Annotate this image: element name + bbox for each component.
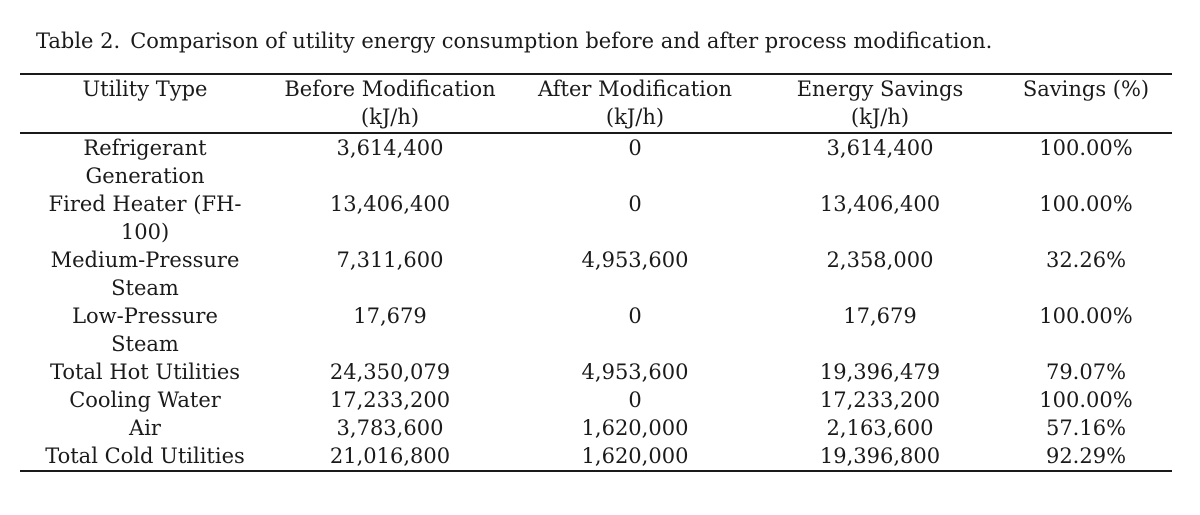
column-header-savings-percent: Savings (%) [1000,74,1172,134]
column-header-label: Utility Type [82,77,208,101]
cell-before: 13,406,400 [329,192,451,216]
cell-before: 3,614,400 [336,136,444,160]
cell-savings: 19,396,800 [819,444,941,468]
table-row-air: Air 3,783,600 1,620,000 2,163,600 57.16% [20,414,1172,442]
header-row: Utility Type Before Modification (kJ/h) … [20,74,1172,134]
cell-before: 3,783,600 [336,416,444,440]
table-row-refrigerant-generation: Refrigerant Generation 3,614,400 0 3,614… [20,133,1172,190]
utility-name-line: Steam [111,276,179,300]
utility-name-line: Low-Pressure [72,304,218,328]
utility-name-line: Medium-Pressure [50,248,240,272]
cell-percent: 79.07% [1045,360,1127,384]
utility-name-line: Steam [111,332,179,356]
column-header-label: After Modification [537,77,733,101]
utility-comparison-table: Utility Type Before Modification (kJ/h) … [20,73,1172,472]
cell-utility: Cooling Water [20,386,270,414]
cell-after: 1,620,000 [581,444,689,468]
cell-utility: Air [20,414,270,442]
cell-after: 1,620,000 [581,416,689,440]
table-header: Utility Type Before Modification (kJ/h) … [20,74,1172,134]
utility-name-line: Air [129,416,161,440]
column-header-label: Savings (%) [1022,77,1150,101]
cell-percent: 100.00% [1039,304,1133,328]
column-header-label: Before Modification [284,77,496,101]
cell-after: 4,953,600 [581,248,689,272]
cell-savings: 17,679 [843,304,917,328]
cell-before: 7,311,600 [336,248,444,272]
cell-savings: 19,396,479 [819,360,941,384]
cell-after: 0 [628,304,642,328]
cell-before: 17,679 [353,304,427,328]
utility-name-line: Fired Heater (FH- [48,192,242,216]
column-header-utility-type: Utility Type [20,74,270,134]
cell-savings: 17,233,200 [819,388,941,412]
cell-utility: Medium-Pressure Steam [20,246,270,302]
column-header-unit: (kJ/h) [850,105,910,129]
column-header-energy-savings: Energy Savings (kJ/h) [760,74,1000,134]
cell-percent: 100.00% [1039,136,1133,160]
cell-savings: 2,358,000 [826,248,934,272]
table-caption-text: Comparison of utility energy consumption… [130,29,993,53]
utility-name-line: Refrigerant [83,136,207,160]
cell-before: 24,350,079 [329,360,451,384]
cell-utility: Total Hot Utilities [20,358,270,386]
table-caption-label: Table 2. [36,29,121,53]
cell-percent: 92.29% [1045,444,1127,468]
cell-utility: Low-Pressure Steam [20,302,270,358]
cell-percent: 100.00% [1039,192,1133,216]
table-row-fired-heater: Fired Heater (FH- 100) 13,406,400 0 13,4… [20,190,1172,246]
cell-percent: 32.26% [1045,248,1127,272]
utility-name-line: Generation [85,164,205,188]
cell-percent: 100.00% [1039,388,1133,412]
cell-utility: Fired Heater (FH- 100) [20,190,270,246]
table-caption: Table 2. Comparison of utility energy con… [36,29,992,53]
cell-utility: Total Cold Utilities [20,442,270,471]
cell-before: 17,233,200 [329,388,451,412]
cell-savings: 2,163,600 [826,416,934,440]
cell-before: 21,016,800 [329,444,451,468]
table-body: Refrigerant Generation 3,614,400 0 3,614… [20,133,1172,471]
table-row-cooling-water: Cooling Water 17,233,200 0 17,233,200 10… [20,386,1172,414]
column-header-unit: (kJ/h) [605,105,665,129]
utility-name-line: Total Hot Utilities [49,360,241,384]
column-header-label: Energy Savings [796,77,964,101]
table-row-total-hot-utilities: Total Hot Utilities 24,350,079 4,953,600… [20,358,1172,386]
utility-name-line: 100) [120,220,170,244]
table-row-low-pressure-steam: Low-Pressure Steam 17,679 0 17,679 100.0… [20,302,1172,358]
cell-after: 0 [628,388,642,412]
cell-after: 0 [628,192,642,216]
utility-name-line: Cooling Water [69,388,221,412]
column-header-after-modification: After Modification (kJ/h) [510,74,760,134]
cell-percent: 57.16% [1045,416,1127,440]
column-header-unit: (kJ/h) [360,105,420,129]
cell-savings: 13,406,400 [819,192,941,216]
cell-after: 4,953,600 [581,360,689,384]
table-row-total-cold-utilities: Total Cold Utilities 21,016,800 1,620,00… [20,442,1172,471]
cell-after: 0 [628,136,642,160]
cell-savings: 3,614,400 [826,136,934,160]
table-row-medium-pressure-steam: Medium-Pressure Steam 7,311,600 4,953,60… [20,246,1172,302]
utility-name-line: Total Cold Utilities [45,444,245,468]
cell-utility: Refrigerant Generation [20,133,270,190]
column-header-before-modification: Before Modification (kJ/h) [270,74,510,134]
